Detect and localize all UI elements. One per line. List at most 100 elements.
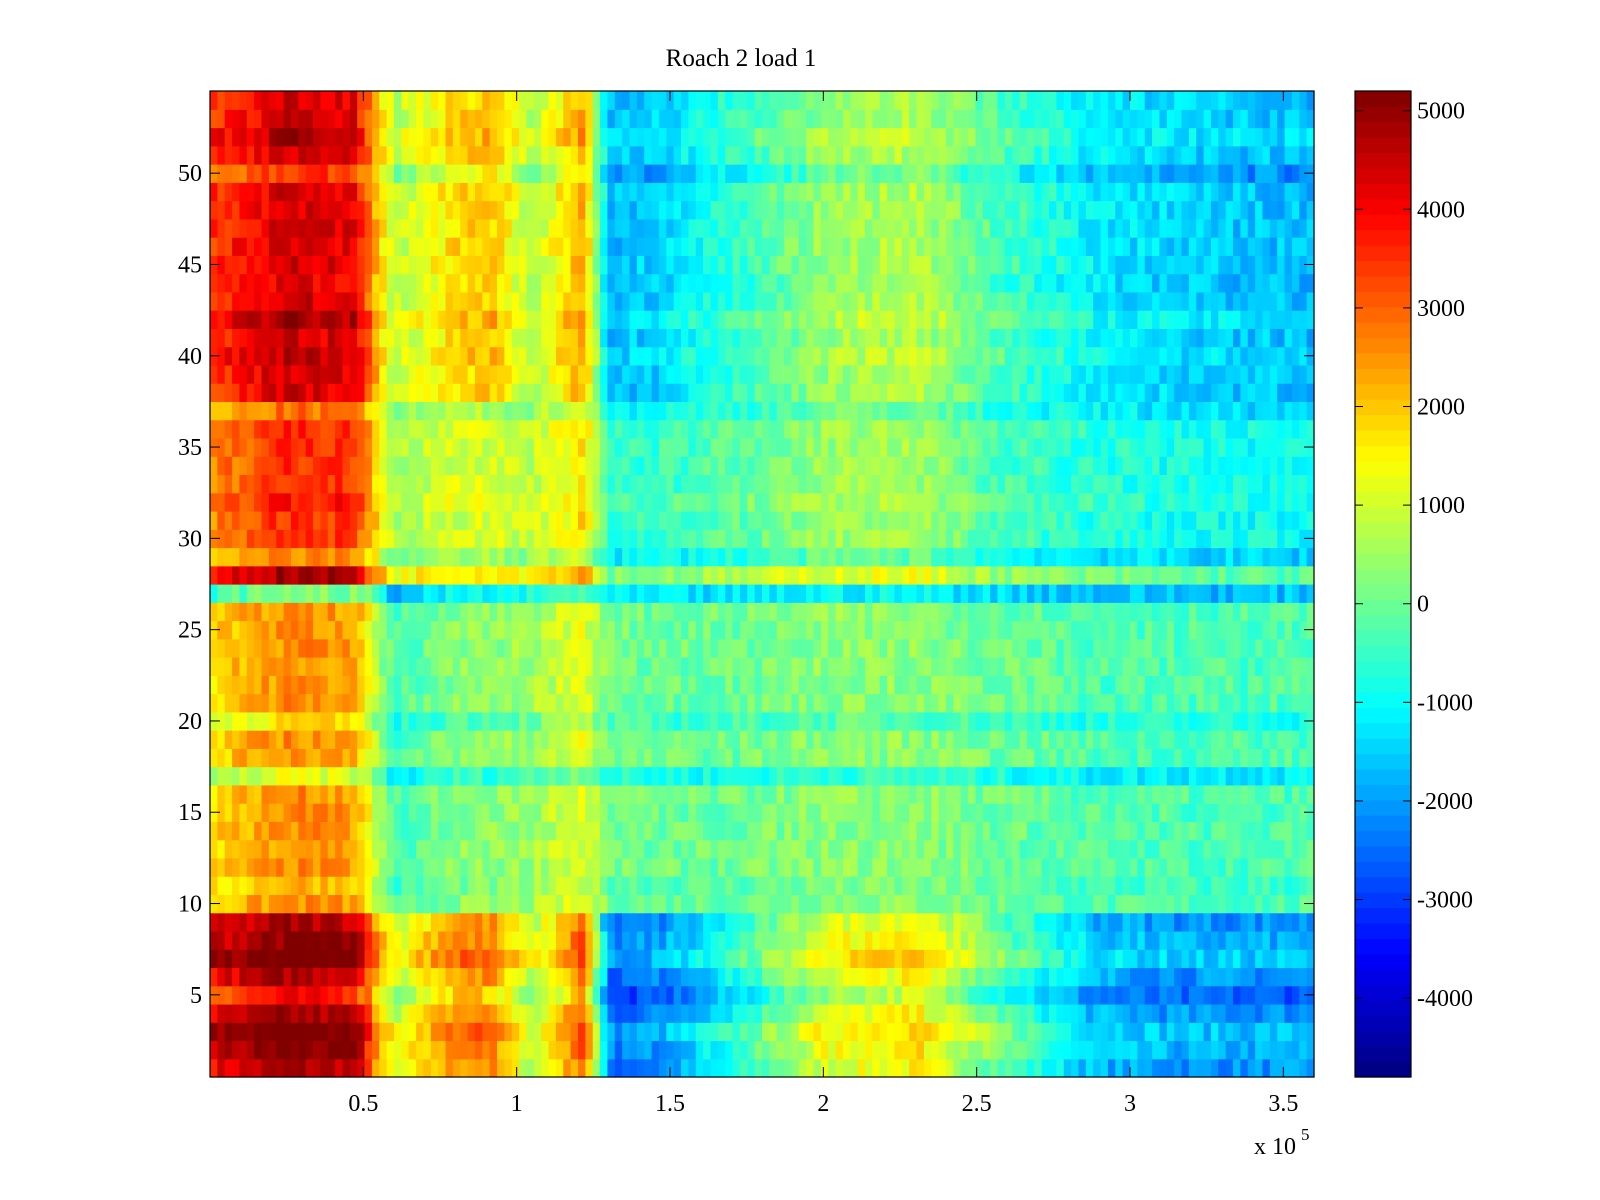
heatmap-cell (1100, 803, 1109, 822)
heatmap-cell (548, 474, 557, 494)
heatmap-cell (1041, 985, 1050, 1005)
heatmap-cell (894, 876, 903, 896)
heatmap-cell (526, 693, 535, 713)
heatmap-cell (857, 1022, 866, 1042)
heatmap-cell (563, 1058, 572, 1078)
heatmap-cell (548, 967, 557, 987)
heatmap-cell (872, 693, 881, 713)
heatmap-cell (232, 839, 241, 859)
heatmap-cell (342, 657, 351, 676)
heatmap-cell (1107, 930, 1116, 950)
heatmap-cell (806, 985, 815, 1005)
heatmap-cell (975, 510, 984, 530)
heatmap-cell (239, 693, 248, 713)
heatmap-cell (1107, 894, 1116, 914)
heatmap-cell (938, 748, 947, 768)
heatmap-cell (445, 949, 454, 969)
heatmap-cell (725, 510, 734, 530)
heatmap-cell (1130, 912, 1138, 932)
heatmap-cell (695, 967, 704, 987)
heatmap-cell (482, 748, 491, 768)
heatmap-cell (482, 584, 491, 603)
heatmap-cell (474, 967, 483, 987)
heatmap-cell (703, 730, 712, 749)
heatmap-cell (990, 930, 999, 950)
heatmap-cell (769, 711, 778, 731)
heatmap-cell (504, 985, 513, 1005)
heatmap-cell (710, 839, 719, 859)
heatmap-row (210, 693, 1315, 713)
heatmap-cell (217, 803, 226, 822)
heatmap-cell (563, 894, 572, 914)
heatmap-cell (1152, 803, 1161, 822)
heatmap-cell (798, 547, 807, 567)
heatmap-cell (1306, 474, 1315, 494)
heatmap-cell (268, 693, 277, 713)
heatmap-cell (600, 839, 609, 859)
heatmap-cell (541, 1022, 550, 1042)
heatmap-cell (379, 912, 388, 932)
heatmap-cell (1188, 1058, 1197, 1078)
heatmap-cell (725, 949, 734, 969)
heatmap-cell (1166, 821, 1175, 841)
heatmap-cell (901, 766, 910, 786)
heatmap-cell (1115, 675, 1124, 695)
heatmap-cell (217, 894, 226, 914)
heatmap-cell (504, 529, 513, 549)
heatmap-cell (842, 638, 851, 658)
heatmap-cell (894, 675, 903, 695)
heatmap-cell (1026, 547, 1035, 567)
heatmap-cell (526, 803, 535, 822)
heatmap-cell (850, 967, 859, 987)
heatmap-cell (931, 730, 940, 749)
heatmap-cell (1115, 602, 1124, 622)
heatmap-cell (622, 967, 631, 987)
heatmap-cell (592, 547, 601, 567)
heatmap-cell (268, 474, 277, 494)
heatmap-cell (497, 565, 505, 585)
heatmap-cell (865, 1003, 873, 1023)
heatmap-cell (857, 766, 866, 786)
heatmap-cell (357, 912, 366, 932)
heatmap-cell (1026, 620, 1035, 640)
heatmap-cell (710, 985, 719, 1005)
heatmap-cell (916, 711, 925, 731)
heatmap-cell (607, 547, 616, 567)
heatmap-cell (791, 1003, 800, 1023)
heatmap-cell (305, 529, 314, 549)
heatmap-cell (460, 839, 469, 859)
heatmap-cell (747, 821, 756, 841)
heatmap-cell (320, 857, 329, 877)
heatmap-cell (327, 912, 336, 932)
heatmap-cell (842, 1003, 851, 1023)
heatmap-cell (813, 949, 822, 969)
heatmap-cell (622, 657, 631, 676)
heatmap-cell (1233, 1022, 1241, 1042)
heatmap-cell (916, 784, 925, 804)
heatmap-cell (673, 547, 682, 567)
heatmap-cell (923, 492, 932, 512)
heatmap-cell (371, 821, 380, 841)
heatmap-cell (1255, 857, 1264, 877)
heatmap-cell (1262, 1022, 1271, 1042)
heatmap-cell (489, 839, 498, 859)
heatmap-cell (1085, 602, 1094, 622)
heatmap-cell (1240, 894, 1249, 914)
heatmap-cell (1225, 1022, 1234, 1042)
heatmap-cell (349, 529, 358, 549)
heatmap-cell (335, 912, 344, 932)
heatmap-cell (592, 474, 601, 494)
heatmap-cell (533, 602, 542, 622)
heatmap-cell (916, 510, 925, 530)
heatmap-cell (254, 510, 263, 530)
heatmap-cell (526, 711, 535, 731)
heatmap-cell (658, 510, 667, 530)
heatmap-cell (747, 529, 756, 549)
heatmap-cell (1262, 766, 1271, 786)
heatmap-cell (1085, 675, 1094, 695)
heatmap-cell (769, 565, 778, 585)
heatmap-cell (1262, 930, 1271, 950)
heatmap-cell (982, 657, 991, 676)
heatmap-cell (835, 529, 844, 549)
heatmap-cell (953, 876, 962, 896)
